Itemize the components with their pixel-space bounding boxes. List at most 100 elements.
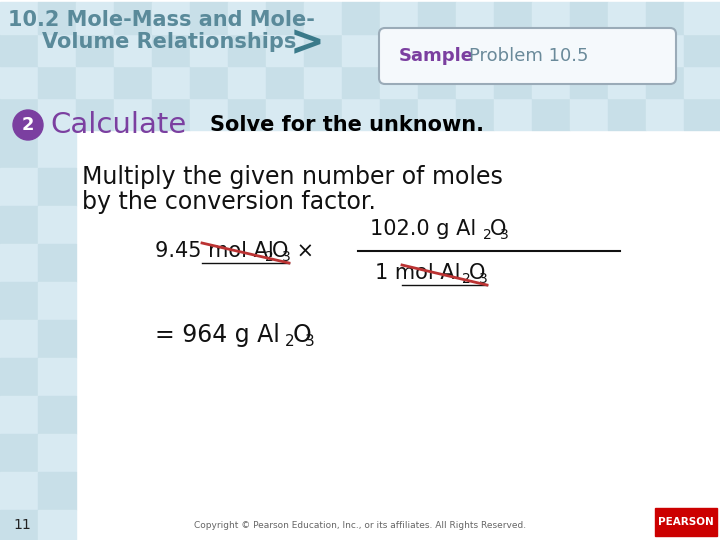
Bar [38, 34, 76, 66]
Bar [266, 98, 304, 130]
Bar [38, 320, 76, 358]
Bar [0, 34, 38, 66]
Bar [570, 98, 608, 130]
Bar [684, 2, 720, 34]
Bar [228, 34, 266, 66]
Bar [570, 66, 608, 98]
Bar [342, 98, 380, 130]
Text: O: O [469, 263, 485, 283]
Bar [152, 98, 190, 130]
Bar [38, 396, 76, 434]
Bar [0, 472, 38, 510]
Bar [304, 98, 342, 130]
Bar [342, 66, 380, 98]
Text: 11: 11 [13, 518, 31, 532]
Bar [380, 98, 418, 130]
Text: Multiply the given number of moles: Multiply the given number of moles [82, 165, 503, 189]
Bar [0, 2, 38, 34]
Text: 3: 3 [282, 250, 291, 264]
Bar [494, 34, 532, 66]
Bar [570, 2, 608, 34]
Bar [190, 34, 228, 66]
Bar [228, 66, 266, 98]
Bar [76, 98, 114, 130]
Bar [266, 66, 304, 98]
Text: >: > [290, 22, 325, 64]
Text: Problem 10.5: Problem 10.5 [469, 47, 588, 65]
Text: Calculate: Calculate [50, 111, 186, 139]
Bar [38, 2, 76, 34]
Bar [380, 2, 418, 34]
Text: by the conversion factor.: by the conversion factor. [82, 190, 376, 214]
Text: Volume Relationships: Volume Relationships [42, 32, 297, 52]
Bar [655, 508, 717, 536]
Bar [0, 510, 38, 540]
Bar [190, 98, 228, 130]
Text: 2: 2 [483, 228, 492, 242]
Bar [152, 2, 190, 34]
Text: 2: 2 [265, 250, 274, 264]
Bar [0, 282, 38, 320]
Bar [190, 66, 228, 98]
Bar [608, 2, 646, 34]
Bar [266, 2, 304, 34]
Bar [0, 244, 38, 282]
Text: Solve for the unknown.: Solve for the unknown. [210, 115, 484, 135]
Bar [684, 34, 720, 66]
Bar [114, 34, 152, 66]
Bar [38, 358, 76, 396]
Bar [114, 66, 152, 98]
Text: 2: 2 [285, 334, 294, 348]
Bar [380, 66, 418, 98]
Text: 2: 2 [462, 272, 471, 286]
Bar [532, 2, 570, 34]
Bar [38, 510, 76, 540]
Bar [494, 98, 532, 130]
Text: = 964 g Al: = 964 g Al [155, 323, 280, 347]
Bar [38, 206, 76, 244]
Bar [114, 98, 152, 130]
Text: O: O [490, 219, 506, 239]
Text: 9.45 mol Al: 9.45 mol Al [155, 241, 274, 261]
Bar [38, 282, 76, 320]
Bar [0, 358, 38, 396]
Bar [646, 98, 684, 130]
Bar [304, 34, 342, 66]
Text: O: O [272, 241, 289, 261]
Bar [646, 2, 684, 34]
Bar [608, 34, 646, 66]
Bar [0, 98, 38, 130]
Bar [532, 66, 570, 98]
Bar [418, 2, 456, 34]
Text: 3: 3 [479, 272, 487, 286]
Bar [418, 98, 456, 130]
Bar [304, 2, 342, 34]
Text: Copyright © Pearson Education, Inc., or its affiliates. All Rights Reserved.: Copyright © Pearson Education, Inc., or … [194, 521, 526, 530]
Bar [38, 168, 76, 206]
Bar [418, 34, 456, 66]
Bar [684, 66, 720, 98]
Text: O: O [293, 323, 312, 347]
Bar [342, 2, 380, 34]
Bar [38, 434, 76, 472]
Bar [0, 66, 38, 98]
Bar [76, 2, 114, 34]
FancyBboxPatch shape [379, 28, 676, 84]
Bar [0, 320, 38, 358]
Bar [456, 2, 494, 34]
Text: PEARSON: PEARSON [658, 517, 714, 527]
Bar [114, 2, 152, 34]
Bar [152, 66, 190, 98]
Bar [494, 66, 532, 98]
Bar [456, 34, 494, 66]
Bar [456, 66, 494, 98]
Bar [0, 168, 38, 206]
Bar [684, 98, 720, 130]
Bar [76, 34, 114, 66]
Bar [532, 34, 570, 66]
Text: ×: × [290, 241, 314, 261]
Bar [304, 66, 342, 98]
Bar [38, 98, 76, 130]
Bar [608, 66, 646, 98]
Bar [532, 98, 570, 130]
